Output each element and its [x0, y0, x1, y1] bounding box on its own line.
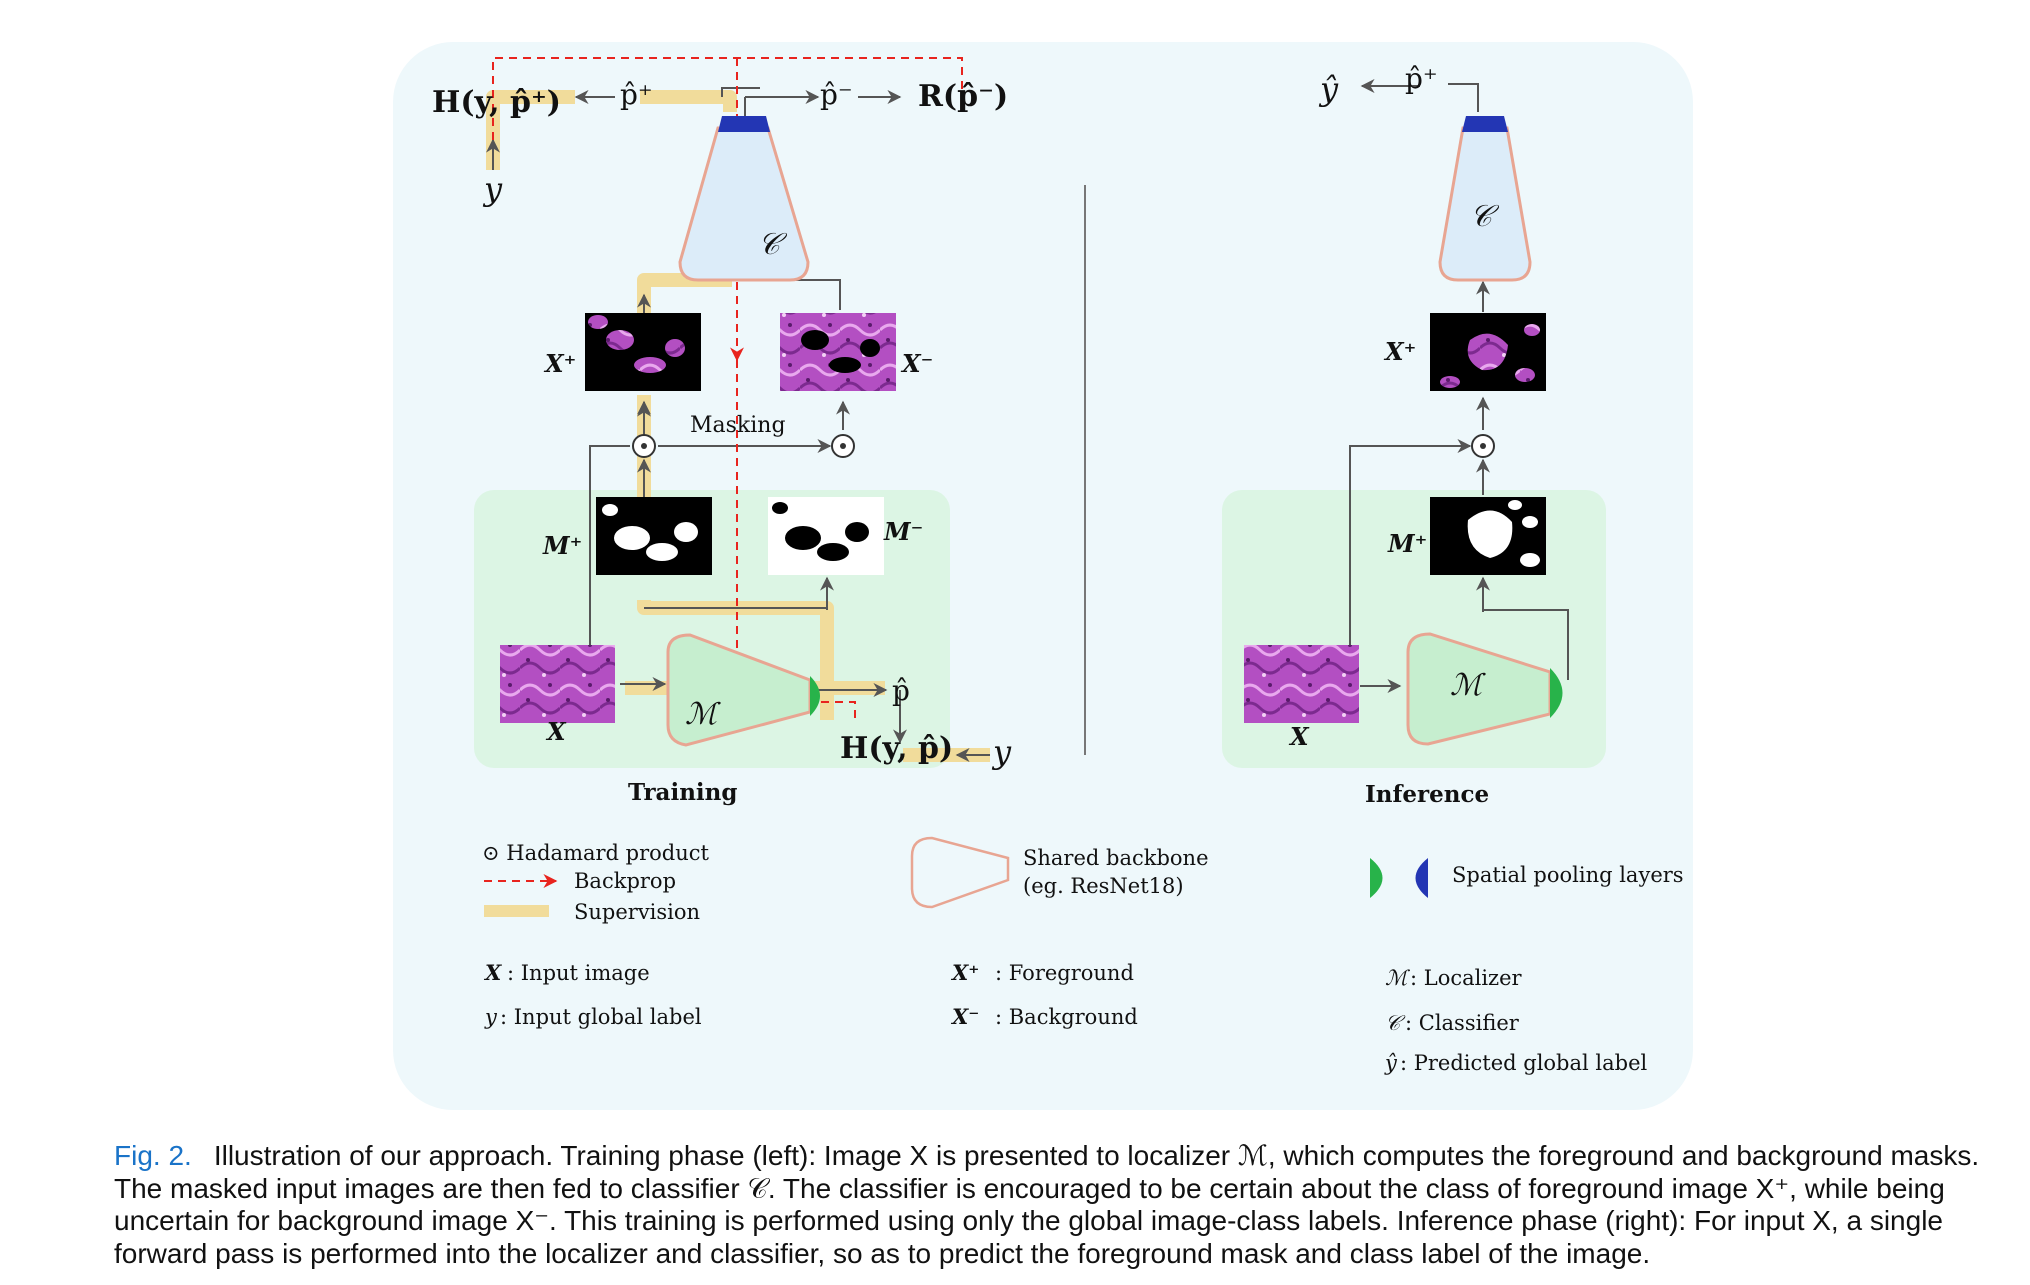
label-p-pos: p̂⁺	[620, 78, 653, 111]
label-m-neg: M⁻	[883, 517, 923, 546]
legend-y-text: : Input global label	[500, 1005, 702, 1029]
label-y-top: y	[482, 170, 503, 208]
legend-xpos-text: : Foreground	[995, 961, 1134, 985]
label-x-inf: X	[1288, 722, 1310, 751]
legend-m-text: : Localizer	[1410, 966, 1523, 990]
training-localizer-pool	[810, 676, 820, 716]
legend-spatial-pooling: Spatial pooling layers	[1452, 863, 1684, 887]
label-m-inf: ℳ	[1450, 668, 1486, 703]
legend-x-symbol: X	[483, 960, 502, 985]
label-yhat-top: ŷ	[1318, 70, 1339, 108]
label-x-pos-inf: X⁺	[1383, 337, 1416, 366]
inference-mpos-image	[1430, 497, 1546, 575]
legend-y-symbol: y	[484, 1005, 498, 1029]
legend-backbone-1: Shared backbone	[1023, 846, 1209, 870]
label-p-pos-inf: p̂⁺	[1405, 62, 1438, 95]
training-mpos-image	[596, 497, 712, 575]
label-y-bottom: y	[991, 733, 1012, 771]
legend-supervision: Supervision	[574, 900, 700, 924]
inference-hadamard-dot	[1480, 443, 1486, 449]
legend-backprop: Backprop	[574, 869, 676, 893]
legend-xneg-symbol: X⁻	[950, 1004, 979, 1029]
legend-backbone-shape	[910, 836, 1010, 909]
legend-x-text: : Input image	[507, 961, 650, 985]
training-mneg-image	[768, 497, 884, 575]
legend-backbone-2: (eg. ResNet18)	[1023, 874, 1184, 898]
label-h-p: H(y, p̂)	[840, 731, 953, 766]
legend-supervision-swatch	[484, 905, 549, 917]
legend-pool-blue	[1415, 858, 1428, 898]
legend-yhat-text: : Predicted global label	[1400, 1051, 1648, 1075]
label-masking: Masking	[690, 413, 786, 438]
legend-xpos-symbol: X⁺	[950, 960, 979, 985]
training-localizer-shape	[666, 633, 812, 747]
label-x-train: X	[545, 717, 567, 746]
inference-flow-lines	[1349, 79, 1569, 693]
label-x-neg: X⁻	[900, 349, 933, 378]
legend-m-symbol: ℳ	[1385, 966, 1411, 990]
training-flow-lines	[486, 87, 990, 762]
training-xneg-image	[780, 313, 896, 391]
label-r-neg: R(p̂⁻)	[918, 79, 1008, 114]
legend-hadamard: ⊙ Hadamard product	[482, 841, 710, 865]
training-classifier-pool	[718, 116, 770, 132]
label-x-pos: X⁺	[543, 349, 576, 378]
inference-input-image	[1244, 645, 1359, 723]
training-xpos-image	[585, 313, 701, 391]
training-hadamard-pos-dot	[641, 443, 647, 449]
label-m-pos-inf: M⁺	[1387, 529, 1427, 558]
training-classifier-shape	[678, 126, 810, 282]
legend-yhat-symbol: ŷ	[1384, 1051, 1398, 1075]
caption-text: Illustration of our approach. Training p…	[114, 1140, 1980, 1269]
inference-xpos-image	[1430, 313, 1546, 391]
training-hadamard-neg-dot	[840, 443, 846, 449]
inference-localizer-shape	[1406, 632, 1552, 746]
legend-pool-green	[1370, 858, 1383, 898]
training-input-image	[500, 645, 615, 723]
label-m-train: ℳ	[685, 697, 721, 732]
label-m-pos: M⁺	[542, 531, 582, 560]
title-inference: Inference	[1365, 781, 1489, 808]
caption-label: Fig. 2.	[114, 1140, 192, 1171]
label-p-hat: p̂	[892, 674, 910, 707]
legend-c-text: : Classifier	[1405, 1011, 1520, 1035]
inference-classifier-pool	[1462, 116, 1508, 132]
legend-xneg-text: : Background	[995, 1005, 1138, 1029]
inference-localizer-pool	[1550, 668, 1563, 718]
figure-caption: Fig. 2. Illustration of our approach. Tra…	[114, 1140, 1994, 1270]
inference-classifier-shape	[1438, 126, 1532, 282]
label-p-neg: p̂⁻	[820, 78, 853, 111]
title-training: Training	[628, 779, 737, 806]
label-h-pos: H(y, p̂⁺)	[432, 85, 561, 120]
figure-panel-background	[393, 42, 1693, 1110]
